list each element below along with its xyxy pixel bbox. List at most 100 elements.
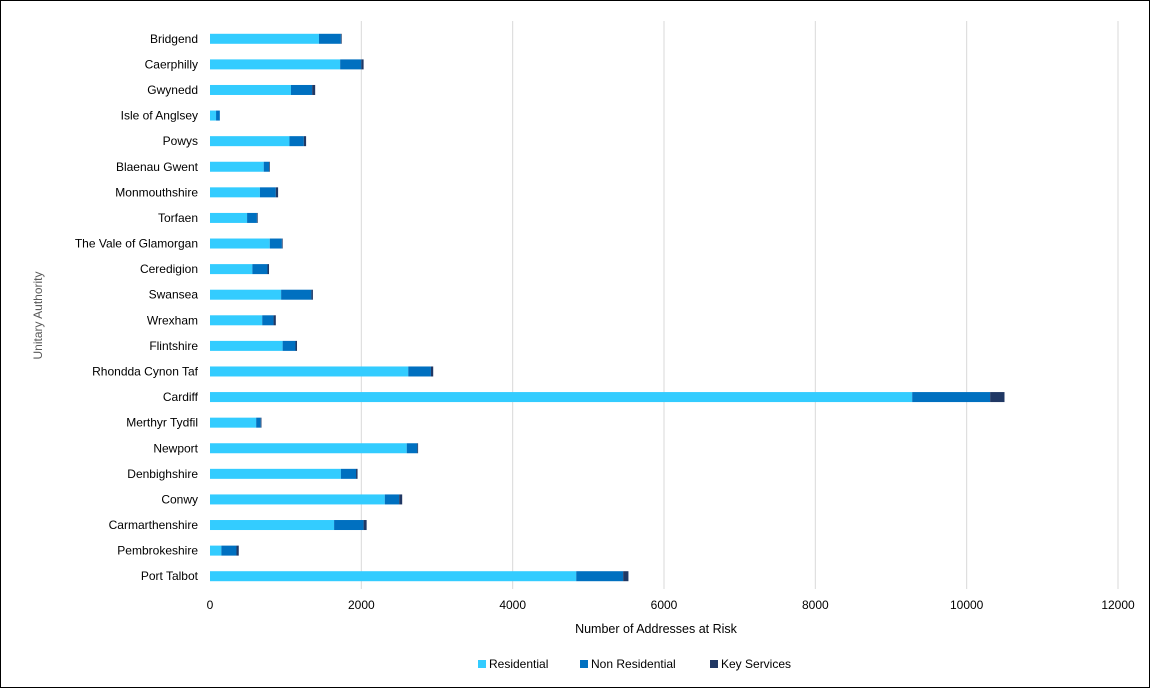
- category-label: Powys: [163, 134, 198, 148]
- category-label: Torfaen: [158, 211, 198, 225]
- category-label: Isle of Anglsey: [121, 109, 198, 123]
- bar-segment: [210, 136, 290, 147]
- x-tick-label: 8000: [802, 598, 829, 612]
- x-tick-label: 2000: [348, 598, 375, 612]
- x-tick-label: 0: [207, 598, 214, 612]
- bar-segment: [340, 59, 362, 70]
- bar-segment: [281, 238, 283, 249]
- category-label: Conwy: [161, 492, 198, 506]
- bar-segment: [210, 545, 222, 556]
- bar-segment: [210, 494, 385, 505]
- bar-segment: [340, 33, 342, 44]
- bar-segment: [990, 392, 1005, 403]
- category-label: Blaenau Gwent: [116, 160, 199, 174]
- bar-segment: [260, 417, 262, 428]
- bar-segment: [210, 84, 291, 95]
- bar-segment: [210, 212, 248, 223]
- bar-segment: [210, 33, 319, 44]
- bar-segment: [210, 340, 283, 351]
- x-tick-label: 12000: [1101, 598, 1135, 612]
- legend-label: Non Residential: [591, 657, 676, 671]
- bar-segment: [912, 392, 991, 403]
- bar-segment: [312, 84, 316, 95]
- bar-segment: [363, 520, 367, 531]
- category-label: Caerphilly: [145, 57, 198, 71]
- category-label: Rhondda Cynon Taf: [92, 364, 199, 378]
- bar-segment: [221, 545, 237, 556]
- bar-segment: [256, 417, 261, 428]
- bar-segment: [262, 315, 274, 326]
- category-label: Carmarthenshire: [109, 518, 199, 532]
- bar-segment: [267, 264, 270, 275]
- bar-segment: [318, 33, 341, 44]
- bar-segment: [210, 417, 257, 428]
- bar-segment: [311, 289, 313, 300]
- bar-segment: [406, 443, 418, 454]
- x-tick-label: 6000: [651, 598, 678, 612]
- category-label: Cardiff: [163, 390, 199, 404]
- bar-segment: [334, 520, 364, 531]
- bar-segment: [210, 468, 341, 479]
- bar-segment: [210, 366, 409, 377]
- bar-segment: [269, 238, 282, 249]
- bar-segment: [361, 59, 364, 70]
- y-axis-title: Unitary Authority: [31, 271, 45, 359]
- bar-segment: [210, 392, 913, 403]
- bar-segment: [210, 110, 217, 121]
- category-label: Pembrokeshire: [117, 544, 198, 558]
- bar-segment: [295, 340, 298, 351]
- category-label: Gwynedd: [147, 83, 198, 97]
- bar-segment: [210, 443, 407, 454]
- legend-label: Residential: [489, 657, 548, 671]
- bar-segment: [210, 187, 260, 198]
- category-label: Ceredigion: [140, 262, 198, 276]
- legend-swatch: [478, 660, 486, 668]
- category-label: Monmouthshire: [115, 185, 198, 199]
- bar-segment: [623, 571, 629, 582]
- legend-swatch: [580, 660, 588, 668]
- bar-segment: [289, 136, 304, 147]
- legend-swatch: [710, 660, 718, 668]
- category-label: Merthyr Tydfil: [126, 416, 198, 430]
- bar-segment: [282, 340, 296, 351]
- bar-segment: [273, 315, 276, 326]
- bar-segment: [259, 187, 276, 198]
- bar-segment: [269, 161, 270, 172]
- bar-segment: [210, 289, 282, 300]
- category-label: Denbighshire: [127, 467, 198, 481]
- bar-segment: [340, 468, 357, 479]
- bar-segment: [290, 84, 313, 95]
- bar-segment: [210, 315, 263, 326]
- x-tick-label: 4000: [499, 598, 526, 612]
- bar-segment: [210, 264, 253, 275]
- bar-segment: [408, 366, 431, 377]
- bar-segment: [356, 468, 358, 479]
- bar-segment: [430, 366, 434, 377]
- bar-segment: [576, 571, 624, 582]
- bar-segment: [210, 520, 335, 531]
- x-axis-title: Number of Addresses at Risk: [575, 622, 738, 636]
- category-label: Bridgend: [150, 32, 198, 46]
- bar-segment: [210, 571, 577, 582]
- category-label: Flintshire: [149, 339, 198, 353]
- legend: Residential Non Residential Key Services: [478, 657, 791, 671]
- bar-segment: [256, 212, 258, 223]
- category-label: Wrexham: [147, 313, 198, 327]
- bar-segment: [210, 161, 264, 172]
- category-labels: Bridgend Caerphilly Gwynedd Isle of Anglsey…: [75, 32, 199, 583]
- category-label: The Vale of Glamorgan: [75, 237, 198, 251]
- gridlines: [360, 21, 1119, 589]
- category-label: Swansea: [149, 288, 199, 302]
- bar-segment: [417, 443, 419, 454]
- bar-segment: [210, 238, 270, 249]
- bar-segment: [281, 289, 312, 300]
- bar-segment: [275, 187, 279, 198]
- bars: [210, 33, 1005, 582]
- bar-segment: [263, 161, 270, 172]
- x-tick-labels: 0 2000 4000 6000 8000 10000 12000: [207, 598, 1135, 612]
- category-label: Newport: [153, 441, 198, 455]
- x-tick-label: 10000: [950, 598, 984, 612]
- category-label: Port Talbot: [141, 569, 199, 583]
